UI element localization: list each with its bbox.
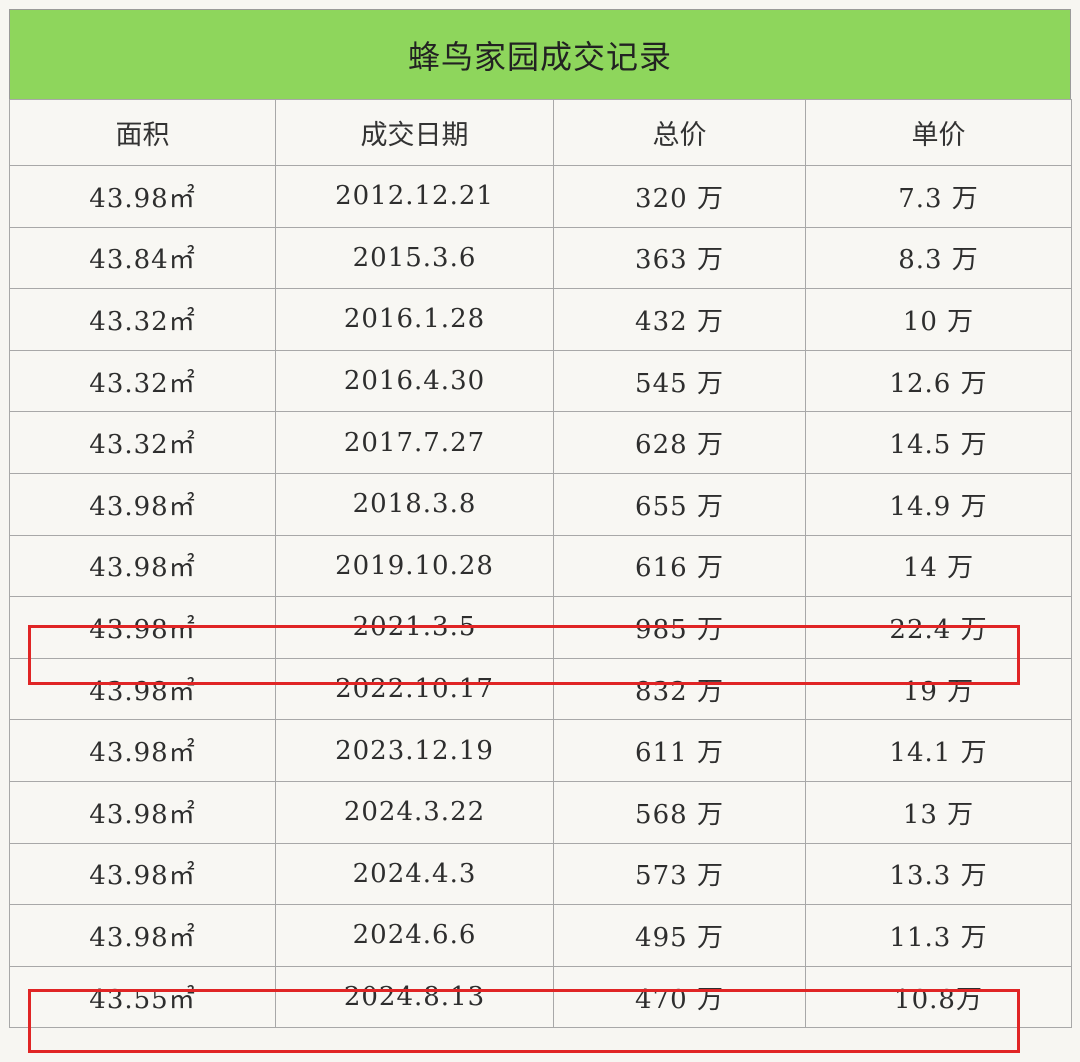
cell-date: 2018.3.8 bbox=[275, 472, 554, 536]
cell-date: 2016.4.30 bbox=[275, 349, 554, 413]
cell-date: 2015.3.6 bbox=[275, 226, 554, 290]
table-row: 43.84㎡ 2015.3.6 363 万 8.3 万 bbox=[9, 226, 1072, 290]
cell-area: 43.98㎡ bbox=[9, 719, 276, 782]
cell-unit-price: 14 万 bbox=[805, 534, 1072, 598]
table-row: 43.98㎡ 2012.12.21 320 万 7.3 万 bbox=[9, 165, 1072, 228]
table-row: 43.98㎡ 2018.3.8 655 万 14.9 万 bbox=[9, 472, 1072, 536]
cell-unit-price: 10 万 bbox=[805, 288, 1072, 351]
cell-unit-price: 10.8万 bbox=[805, 965, 1072, 1029]
header-total-price: 总价 bbox=[553, 99, 806, 166]
cell-total-price: 573 万 bbox=[553, 842, 806, 906]
cell-date: 2016.1.28 bbox=[275, 288, 554, 351]
cell-unit-price: 8.3 万 bbox=[805, 226, 1072, 290]
table-row: 43.55㎡ 2024.8.13 470 万 10.8万 bbox=[9, 965, 1072, 1029]
cell-date: 2024.3.22 bbox=[275, 780, 554, 844]
cell-unit-price: 11.3 万 bbox=[805, 904, 1072, 967]
table-body: 43.98㎡ 2012.12.21 320 万 7.3 万 43.84㎡ 2015.3.6… bbox=[9, 165, 1072, 1029]
cell-date: 2022.10.17 bbox=[275, 657, 554, 721]
cell-total-price: 985 万 bbox=[553, 596, 806, 659]
cell-area: 43.98㎡ bbox=[9, 596, 276, 659]
cell-area: 43.98㎡ bbox=[9, 780, 276, 844]
cell-total-price: 363 万 bbox=[553, 226, 806, 290]
records-document: 蜂鸟家园成交记录 面积 成交日期 总价 单价 43.98㎡ 2012.12.21 3… bbox=[9, 9, 1072, 1053]
cell-area: 43.98㎡ bbox=[9, 904, 276, 967]
table-title: 蜂鸟家园成交记录 bbox=[9, 9, 1071, 100]
table-row: 43.98㎡ 2019.10.28 616 万 14 万 bbox=[9, 534, 1072, 598]
transaction-table: 面积 成交日期 总价 单价 43.98㎡ 2012.12.21 320 万 7.3 万… bbox=[9, 99, 1072, 1029]
cell-date: 2023.12.19 bbox=[275, 719, 554, 782]
table-row: 43.98㎡ 2023.12.19 611 万 14.1 万 bbox=[9, 719, 1072, 782]
cell-area: 43.84㎡ bbox=[9, 226, 276, 290]
cell-area: 43.32㎡ bbox=[9, 349, 276, 413]
cell-total-price: 495 万 bbox=[553, 904, 806, 967]
cell-total-price: 432 万 bbox=[553, 288, 806, 351]
cell-unit-price: 13 万 bbox=[805, 780, 1072, 844]
cell-area: 43.32㎡ bbox=[9, 411, 276, 474]
cell-unit-price: 7.3 万 bbox=[805, 165, 1072, 228]
table-row: 43.98㎡ 2024.4.3 573 万 13.3 万 bbox=[9, 842, 1072, 906]
cell-area: 43.98㎡ bbox=[9, 165, 276, 228]
cell-total-price: 545 万 bbox=[553, 349, 806, 413]
cell-unit-price: 22.4 万 bbox=[805, 596, 1072, 659]
header-date: 成交日期 bbox=[275, 99, 554, 166]
cell-unit-price: 19 万 bbox=[805, 657, 1072, 721]
cell-total-price: 320 万 bbox=[553, 165, 806, 228]
table-row: 43.98㎡ 2024.3.22 568 万 13 万 bbox=[9, 780, 1072, 844]
cell-total-price: 655 万 bbox=[553, 472, 806, 536]
table-row: 43.32㎡ 2016.4.30 545 万 12.6 万 bbox=[9, 349, 1072, 413]
table-row: 43.98㎡ 2024.6.6 495 万 11.3 万 bbox=[9, 904, 1072, 967]
header-unit-price: 单价 bbox=[805, 99, 1072, 166]
cell-date: 2024.4.3 bbox=[275, 842, 554, 906]
cell-total-price: 611 万 bbox=[553, 719, 806, 782]
cell-area: 43.98㎡ bbox=[9, 842, 276, 906]
table-row: 43.98㎡ 2021.3.5 985 万 22.4 万 bbox=[9, 596, 1072, 659]
cell-total-price: 616 万 bbox=[553, 534, 806, 598]
cell-unit-price: 12.6 万 bbox=[805, 349, 1072, 413]
cell-total-price: 470 万 bbox=[553, 965, 806, 1029]
table-row: 43.32㎡ 2016.1.28 432 万 10 万 bbox=[9, 288, 1072, 351]
cell-total-price: 628 万 bbox=[553, 411, 806, 474]
cell-date: 2021.3.5 bbox=[275, 596, 554, 659]
cell-area: 43.32㎡ bbox=[9, 288, 276, 351]
cell-total-price: 832 万 bbox=[553, 657, 806, 721]
cell-unit-price: 14.1 万 bbox=[805, 719, 1072, 782]
cell-unit-price: 13.3 万 bbox=[805, 842, 1072, 906]
cell-total-price: 568 万 bbox=[553, 780, 806, 844]
cell-area: 43.98㎡ bbox=[9, 657, 276, 721]
table-row: 43.32㎡ 2017.7.27 628 万 14.5 万 bbox=[9, 411, 1072, 474]
cell-unit-price: 14.9 万 bbox=[805, 472, 1072, 536]
header-area: 面积 bbox=[9, 99, 276, 166]
cell-area: 43.98㎡ bbox=[9, 534, 276, 598]
cell-unit-price: 14.5 万 bbox=[805, 411, 1072, 474]
table-row: 43.98㎡ 2022.10.17 832 万 19 万 bbox=[9, 657, 1072, 721]
cell-area: 43.98㎡ bbox=[9, 472, 276, 536]
cell-date: 2024.8.13 bbox=[275, 965, 554, 1029]
cell-area: 43.55㎡ bbox=[9, 965, 276, 1029]
header-row: 面积 成交日期 总价 单价 bbox=[9, 99, 1072, 166]
cell-date: 2012.12.21 bbox=[275, 165, 554, 228]
cell-date: 2019.10.28 bbox=[275, 534, 554, 598]
cell-date: 2017.7.27 bbox=[275, 411, 554, 474]
cell-date: 2024.6.6 bbox=[275, 904, 554, 967]
